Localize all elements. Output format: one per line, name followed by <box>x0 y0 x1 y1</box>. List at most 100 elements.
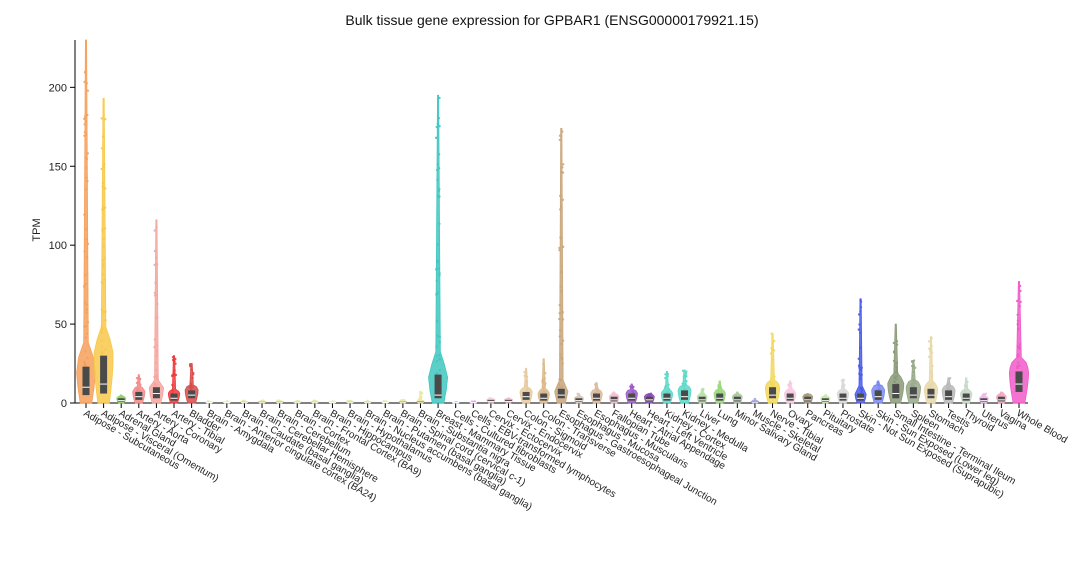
outlier-point <box>720 387 723 390</box>
outlier-point <box>1017 361 1020 364</box>
outlier-point <box>966 380 969 384</box>
outlier-point <box>101 282 104 285</box>
iqr-box <box>927 388 935 399</box>
violin-15 <box>345 399 355 404</box>
outlier-point <box>912 364 916 368</box>
outlier-point <box>558 246 561 250</box>
outlier-point <box>647 393 650 396</box>
outlier-point <box>400 399 403 402</box>
outlier-point <box>543 377 546 380</box>
outlier-point <box>403 398 406 402</box>
outlier-point <box>435 279 438 283</box>
iqr-box <box>821 398 829 402</box>
outlier-point <box>418 390 422 394</box>
outlier-point <box>102 258 105 262</box>
outlier-point <box>488 397 491 400</box>
violin-3 <box>132 374 146 404</box>
iqr-box <box>997 396 1005 402</box>
outlier-point <box>999 392 1002 396</box>
outlier-point <box>930 375 934 379</box>
outlier-point <box>1017 319 1020 323</box>
outlier-point <box>560 342 563 346</box>
outlier-point <box>86 242 90 245</box>
outlier-point <box>892 350 896 353</box>
outlier-point <box>154 316 158 320</box>
outlier-point <box>630 386 633 389</box>
outlier-point <box>1016 365 1019 368</box>
outlier-point <box>102 310 105 314</box>
outlier-point <box>542 362 545 366</box>
outlier-point <box>614 393 618 397</box>
outlier-point <box>771 358 775 361</box>
iqr-box <box>839 393 847 401</box>
outlier-point <box>100 167 103 171</box>
violins-group <box>76 39 1030 404</box>
outlier-point <box>155 263 159 266</box>
iqr-box <box>557 388 565 399</box>
outlier-point <box>103 278 106 282</box>
outlier-point <box>189 382 193 386</box>
violin-shape <box>854 298 867 404</box>
outlier-point <box>772 382 775 385</box>
iqr-box <box>698 396 706 402</box>
outlier-point <box>155 373 159 377</box>
outlier-point <box>561 339 565 342</box>
iqr-box <box>135 391 143 400</box>
outlier-point <box>666 374 669 378</box>
outlier-point <box>895 361 899 364</box>
outlier-point <box>100 345 104 348</box>
violin-36 <box>713 380 726 404</box>
y-tick-label: 150 <box>49 161 67 173</box>
outlier-point <box>190 368 193 371</box>
outlier-point <box>525 389 528 393</box>
outlier-point <box>82 360 86 364</box>
outlier-point <box>436 178 439 181</box>
outlier-point <box>560 357 563 360</box>
violin-40 <box>784 380 797 404</box>
outlier-point <box>860 388 863 392</box>
outlier-point <box>84 350 87 353</box>
violin-28 <box>573 392 584 404</box>
outlier-point <box>895 369 898 373</box>
outlier-point <box>84 336 87 339</box>
violin-0 <box>76 39 96 404</box>
outlier-point <box>946 387 949 391</box>
outlier-point <box>895 343 899 346</box>
iqr-box <box>188 390 196 399</box>
outlier-point <box>86 332 89 335</box>
outlier-point <box>805 394 809 397</box>
outlier-point <box>558 303 561 307</box>
outlier-point <box>1019 300 1022 304</box>
outlier-point <box>632 385 635 389</box>
outlier-point <box>892 341 896 345</box>
outlier-point <box>297 399 300 403</box>
outlier-point <box>155 225 158 229</box>
outlier-point <box>86 152 90 155</box>
iqr-box <box>117 398 125 402</box>
outlier-point <box>436 334 439 338</box>
outlier-point <box>435 345 438 348</box>
outlier-point <box>101 208 104 211</box>
outlier-point <box>790 382 793 385</box>
outlier-point <box>893 375 897 378</box>
outlier-point <box>543 384 547 387</box>
outlier-point <box>171 374 174 377</box>
violin-2 <box>116 394 127 404</box>
outlier-point <box>171 383 174 387</box>
iqr-box <box>540 393 548 401</box>
outlier-point <box>438 340 441 344</box>
outlier-point <box>596 387 599 391</box>
outlier-point <box>154 375 157 379</box>
violin-11 <box>275 399 284 404</box>
outlier-point <box>860 373 863 377</box>
outlier-point <box>558 134 562 137</box>
violin-49 <box>941 377 956 404</box>
outlier-point <box>859 346 862 349</box>
outlier-point <box>859 306 863 309</box>
violin-27 <box>554 127 569 404</box>
iqr-box <box>786 393 794 401</box>
violin-44 <box>854 298 867 404</box>
outlier-point <box>173 372 176 375</box>
